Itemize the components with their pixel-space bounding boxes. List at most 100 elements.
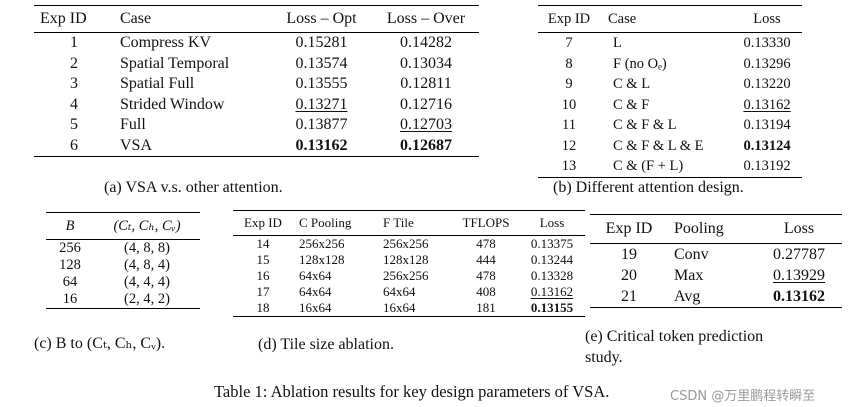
table-b-cell: 7 xyxy=(565,35,573,51)
table-d-header-loss: Loss xyxy=(539,215,565,230)
table-e-cell: Max xyxy=(674,267,704,284)
table-b-header-case: Case xyxy=(608,11,637,27)
table-b-cell: 9 xyxy=(565,76,573,92)
table-d-cell: 64x64 xyxy=(383,284,416,299)
table-a-header-expid: Exp ID xyxy=(40,10,87,27)
table-row: 64 (4, 4, 4) xyxy=(46,274,200,291)
table-d-cell: 64x64 xyxy=(299,268,332,283)
table-a-cell: 0.12716 xyxy=(400,95,452,113)
table-a-cell: 0.13574 xyxy=(295,54,348,72)
table-d-cell-underlined: 0.13162 xyxy=(530,284,574,299)
table-b-cell: F (no Oₑ) xyxy=(613,55,667,72)
table-a-cell: Full xyxy=(120,116,146,133)
table-a-cell: 0.12811 xyxy=(400,75,452,92)
table-d-cell: 17 xyxy=(256,284,270,299)
table-row: 11 C & F & L 0.13194 xyxy=(538,115,802,136)
table-b-cell: 13 xyxy=(561,158,577,174)
table-c-cell: (4, 4, 4) xyxy=(124,274,170,290)
table-row: 7 L 0.13330 xyxy=(538,33,802,54)
table-e-grid: Exp ID Pooling Loss 19 Conv 0.27787 20 M… xyxy=(590,214,842,308)
main-table-caption: Table 1: Ablation results for key design… xyxy=(214,382,610,401)
table-e-cell: 0.27787 xyxy=(773,246,825,263)
table-a-cell-bold: 0.12687 xyxy=(400,136,452,154)
table-a-cell: 2 xyxy=(70,54,78,72)
table-a-grid: Exp ID Case Loss – Opt Loss – Over 1 Com… xyxy=(34,5,479,157)
table-row: 1 Compress KV 0.15281 0.14282 xyxy=(34,33,479,54)
table-d-cell: 16x64 xyxy=(299,300,332,315)
table-e-cell: 21 xyxy=(621,288,637,305)
table-b-cell: 12 xyxy=(561,137,577,154)
table-c-cell: (2, 4, 2) xyxy=(124,291,170,307)
table-a-cell: 1 xyxy=(70,34,78,51)
table-row: 256 (4, 8, 8) xyxy=(46,240,200,258)
table-d-header-ftile: F Tile xyxy=(383,215,414,230)
table-e: Exp ID Pooling Loss 19 Conv 0.27787 20 M… xyxy=(590,214,842,308)
table-a-header-case: Case xyxy=(120,10,152,27)
table-d-cell: 16 xyxy=(256,268,270,283)
table-b-cell: 0.13220 xyxy=(743,76,791,92)
table-e-cell: 19 xyxy=(621,246,637,263)
table-a-header-loss-over: Loss – Over xyxy=(386,10,466,27)
table-row: 15 128x128 128x128 444 0.13244 xyxy=(233,252,585,268)
table-a-cell: Spatial Full xyxy=(120,75,195,92)
table-row: 13 C & (F + L) 0.13192 xyxy=(538,156,802,177)
table-b-cell: C & F & L & E xyxy=(613,137,704,154)
table-e-cell: 20 xyxy=(621,267,637,284)
table-d-cell: 444 xyxy=(476,252,496,267)
table-b: Exp ID Case Loss 7 L 0.13330 8 F (no Oₑ)… xyxy=(538,5,802,178)
table-e-cell-underlined: 0.13929 xyxy=(773,267,825,284)
watermark-text: CSDN @万里鹏程转瞬至 xyxy=(670,389,816,404)
table-d-cell: 478 xyxy=(476,268,496,283)
table-b-cell: 0.13194 xyxy=(743,117,791,133)
table-b-cell: 8 xyxy=(565,55,573,72)
table-d-cell: 0.13244 xyxy=(530,252,574,267)
table-d-cell: 408 xyxy=(476,284,496,299)
table-d-cell: 128x128 xyxy=(383,252,429,267)
table-c: B (Cₜ, Cₕ, Cᵥ) 256 (4, 8, 8) 128 (4, 8, … xyxy=(46,212,200,309)
table-b-cell: L xyxy=(613,35,622,51)
table-c-cell: (4, 8, 8) xyxy=(124,240,170,256)
table-a-caption: (a) VSA v.s. other attention. xyxy=(104,179,283,196)
table-b-cell: C & F xyxy=(613,96,650,113)
table-row: 20 Max 0.13929 xyxy=(590,265,842,286)
table-e-cell-bold: 0.13162 xyxy=(773,288,825,305)
table-d-grid: Exp ID C Pooling F Tile TFLOPS Loss 14 2… xyxy=(233,210,585,317)
table-row: 10 C & F 0.13162 xyxy=(538,95,802,116)
table-d-cell: 478 xyxy=(476,236,496,251)
table-e-caption-line2: study. xyxy=(585,349,623,366)
table-b-grid: Exp ID Case Loss 7 L 0.13330 8 F (no Oₑ)… xyxy=(538,5,802,178)
table-d-header-expid: Exp ID xyxy=(244,215,282,230)
table-row: 6 VSA 0.13162 0.12687 xyxy=(34,136,479,157)
table-b-caption: (b) Different attention design. xyxy=(553,179,744,196)
table-e-header-expid: Exp ID xyxy=(605,220,653,237)
table-e-cell: Avg xyxy=(674,288,701,305)
table-d-cell-bold: 0.13155 xyxy=(530,300,574,315)
table-c-cell: 16 xyxy=(62,291,78,307)
table-d-cell: 64x64 xyxy=(299,284,332,299)
table-a-cell: 4 xyxy=(70,95,78,113)
table-e-header-pooling: Pooling xyxy=(674,220,724,237)
table-d-cell: 0.13375 xyxy=(530,236,574,251)
table-a-cell: 6 xyxy=(70,136,78,154)
table-c-header-b: B xyxy=(65,218,75,234)
table-d-cell: 14 xyxy=(256,236,270,251)
table-d-header-tflops: TFLOPS xyxy=(462,215,510,230)
table-row: 14 256x256 256x256 478 0.13375 xyxy=(233,236,585,253)
table-d-cell: 128x128 xyxy=(299,252,345,267)
table-b-cell-bold: 0.13124 xyxy=(743,137,791,154)
table-a-cell: Compress KV xyxy=(120,34,212,51)
table-row: 9 C & L 0.13220 xyxy=(538,74,802,95)
table-a-cell: 0.13555 xyxy=(295,75,348,92)
table-b-header-loss: Loss xyxy=(753,11,781,27)
table-row: 12 C & F & L & E 0.13124 xyxy=(538,136,802,157)
table-d-cell: 181 xyxy=(476,300,496,315)
table-b-cell: 11 xyxy=(562,117,576,133)
table-row: 5 Full 0.13877 0.12703 xyxy=(34,115,479,136)
table-b-header-expid: Exp ID xyxy=(547,11,591,27)
table-row: 3 Spatial Full 0.13555 0.12811 xyxy=(34,74,479,95)
table-a-cell: Strided Window xyxy=(120,95,225,113)
table-row: 16 (2, 4, 2) xyxy=(46,291,200,309)
table-d-caption: (d) Tile size ablation. xyxy=(258,336,394,353)
table-a-cell: 0.14282 xyxy=(400,34,452,51)
table-c-cell: 256 xyxy=(59,240,81,256)
